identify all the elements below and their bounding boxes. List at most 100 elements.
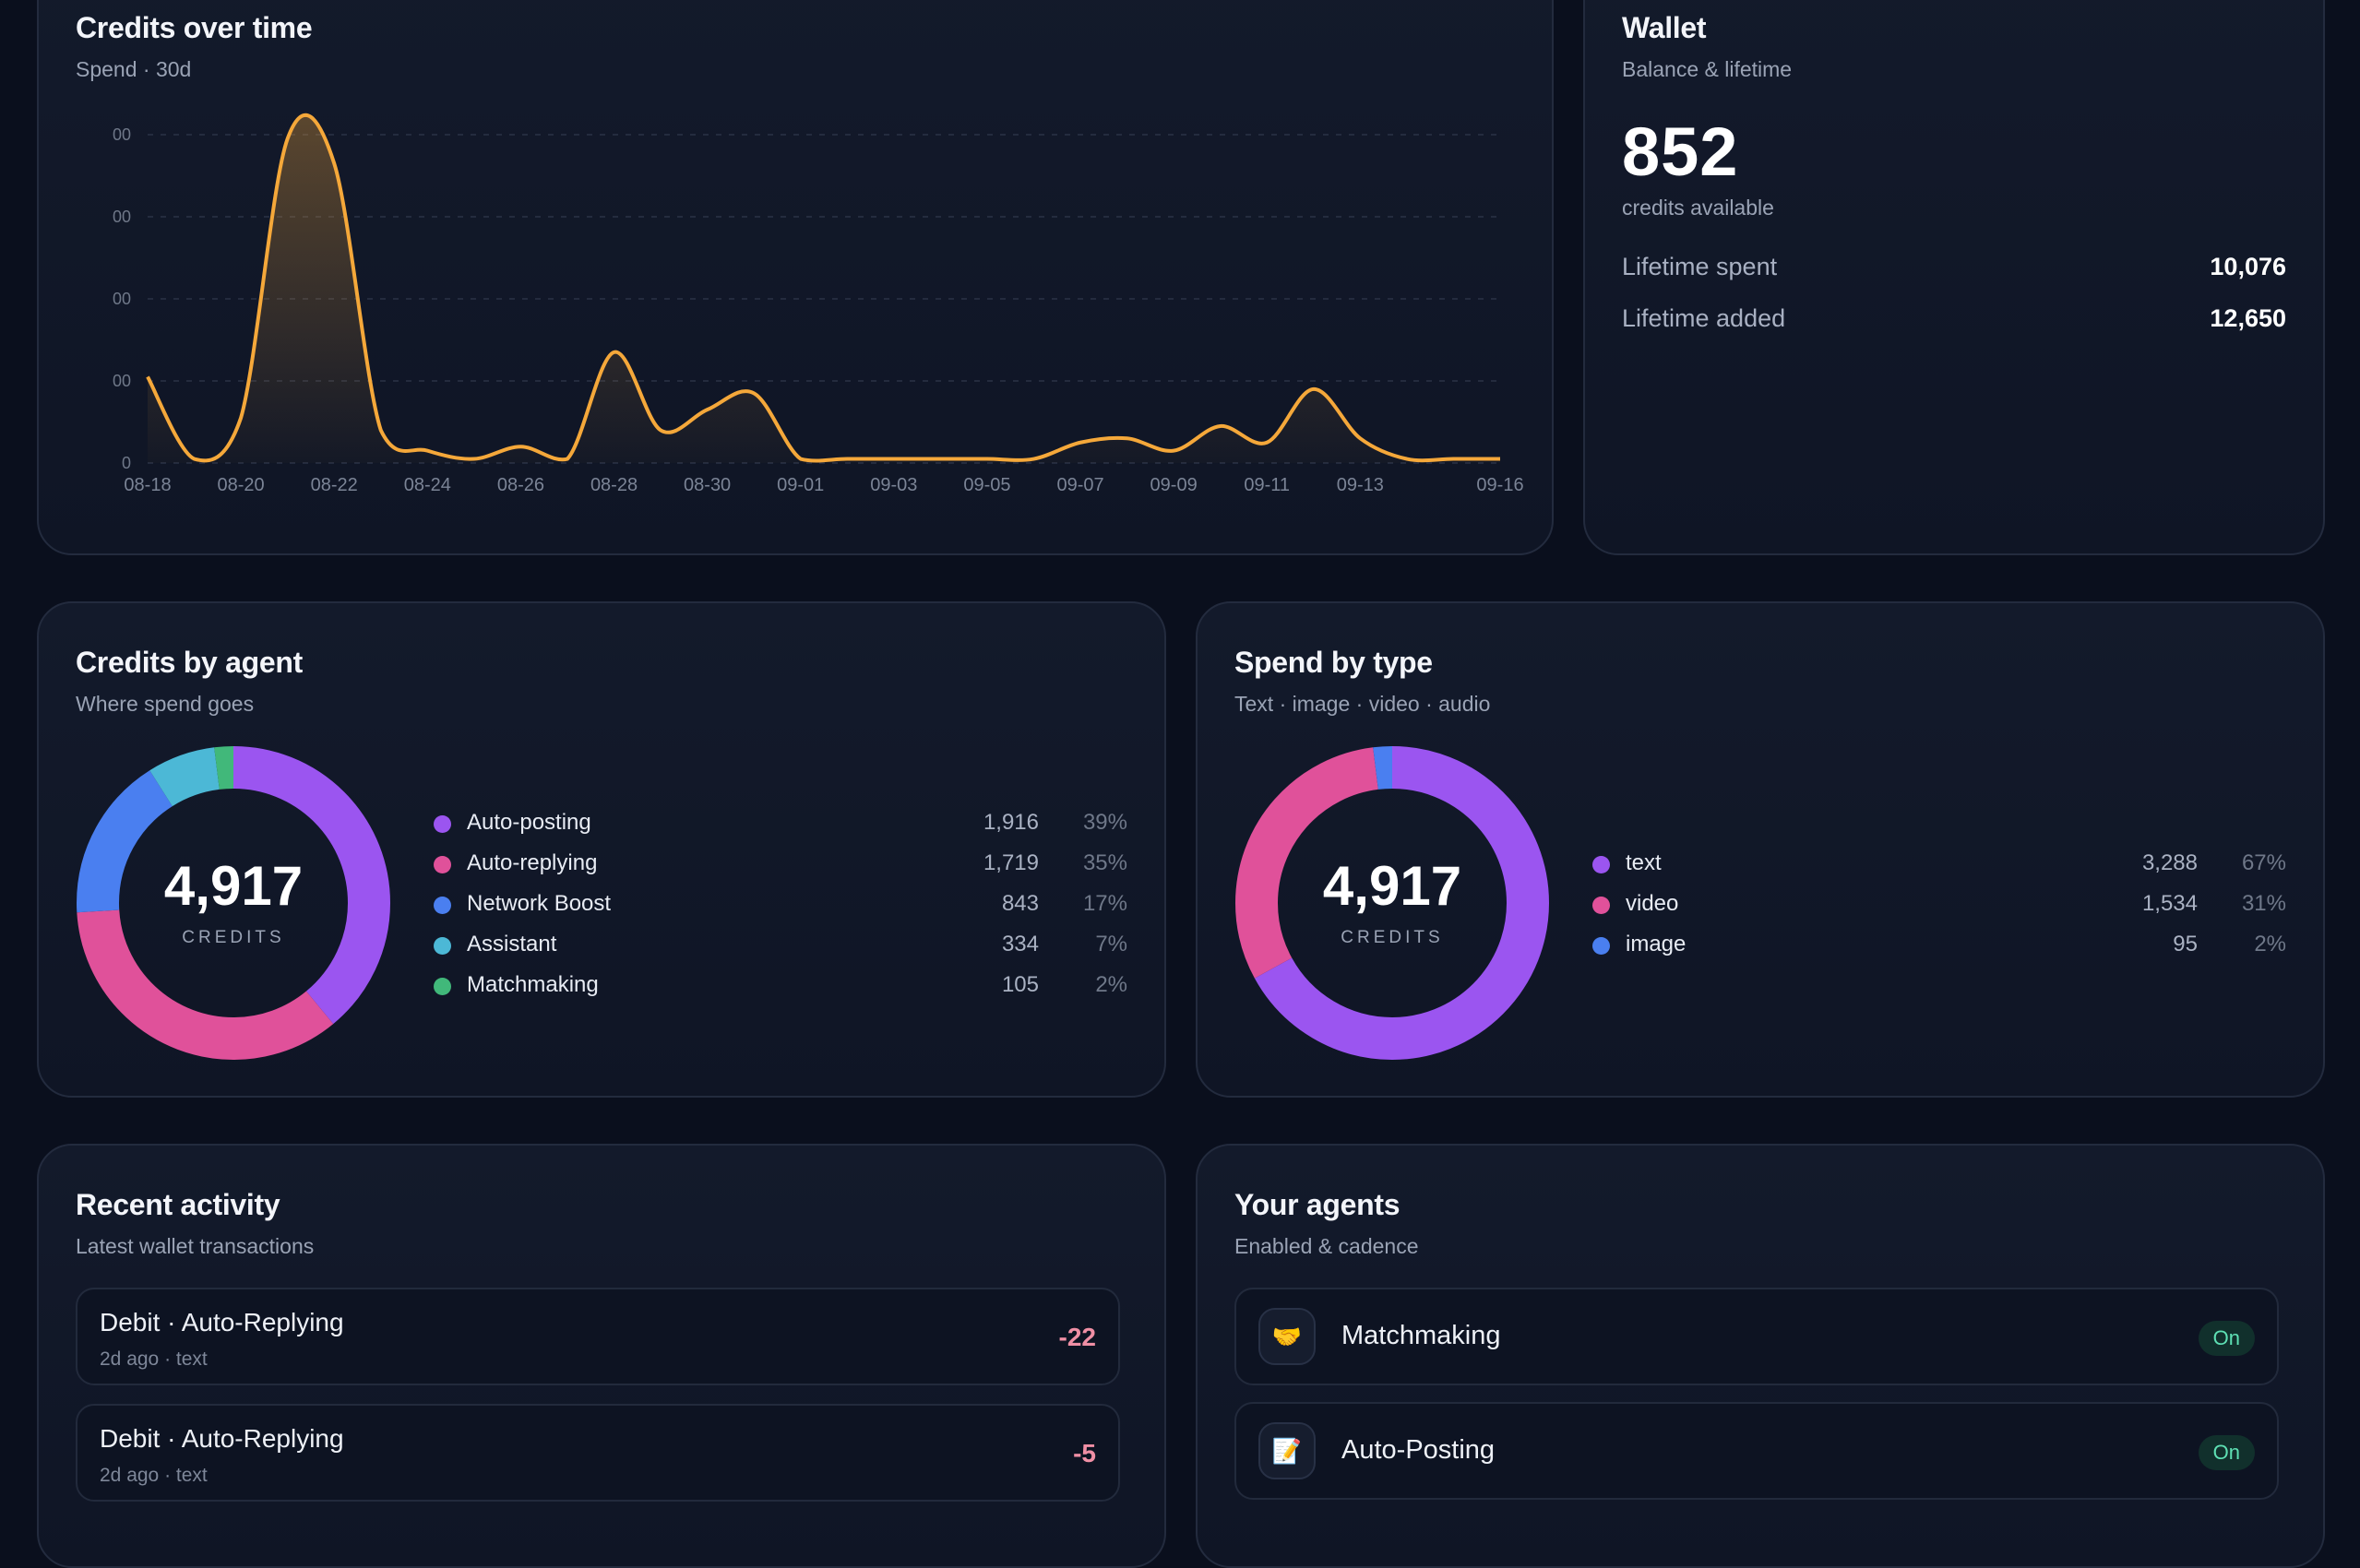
agent-name: Auto-Posting (1341, 1435, 1496, 1465)
donut-total: 4,917 (1322, 855, 1462, 917)
card-title: Spend by type (1234, 646, 1433, 679)
legend-dot (434, 978, 451, 995)
wallet-balance-label: credits available (1622, 196, 1774, 220)
transaction-amount: -22 (1058, 1323, 1096, 1351)
card-title: Your agents (1234, 1188, 1401, 1221)
legend-item[interactable]: Network Boost 843 17% (434, 889, 1127, 930)
transaction-meta: 2d ago · text (100, 1465, 208, 1486)
legend-percent: 17% (1082, 891, 1127, 916)
card-subtitle: Enabled & cadence (1234, 1234, 1419, 1258)
lifetime-added-row: Lifetime added 12,650 (1622, 304, 2286, 341)
legend-item[interactable]: text 3,288 67% (1592, 849, 2286, 889)
type-legend: text 3,288 67% video 1,534 31% image 95 … (1592, 849, 2286, 970)
legend-item[interactable]: Auto-posting 1,916 39% (434, 808, 1127, 849)
y-tick-label: 0 (122, 454, 131, 472)
legend-dot (434, 815, 451, 833)
x-tick-label: 09-09 (1150, 475, 1198, 495)
lifetime-added-label: Lifetime added (1622, 304, 1786, 332)
x-tick-label: 08-22 (311, 475, 358, 495)
legend-name: Matchmaking (467, 972, 599, 997)
donut-slice-video[interactable] (1235, 746, 1549, 1060)
legend-value: 3,288 (2141, 850, 2198, 875)
agent-donut-chart[interactable] (76, 745, 391, 1061)
legend-item[interactable]: Assistant 334 7% (434, 930, 1127, 970)
legend-value: 334 (1001, 932, 1039, 956)
agent-status-badge[interactable]: On (2198, 1321, 2255, 1356)
donut-slice-image[interactable] (1235, 746, 1549, 1060)
legend-value: 1,719 (983, 850, 1039, 875)
lifetime-spent-row: Lifetime spent 10,076 (1622, 253, 2286, 290)
legend-value: 1,916 (983, 810, 1039, 835)
transaction-item[interactable]: Debit · Auto-Replying 2d ago · text -22 (76, 1288, 1120, 1385)
legend-name: Network Boost (467, 891, 612, 916)
legend-dot (1592, 897, 1610, 914)
donut-total: 4,917 (163, 855, 304, 917)
legend-percent: 2% (1095, 972, 1127, 997)
agent-name: Matchmaking (1341, 1321, 1501, 1350)
wallet-balance: 852 (1622, 113, 1739, 190)
your-agents-card: Your agents Enabled & cadence 🤝 Matchmak… (1196, 1144, 2325, 1568)
legend-percent: 67% (2241, 850, 2286, 875)
recent-activity-card: Recent activity Latest wallet transactio… (37, 1144, 1166, 1568)
donut-slice-network-boost[interactable] (77, 746, 390, 1060)
y-tick-label: 00 (113, 372, 131, 390)
credits-line (146, 113, 1500, 463)
lifetime-spent-label: Lifetime spent (1622, 253, 1778, 280)
x-tick-label: 08-30 (684, 475, 731, 495)
card-title: Credits by agent (76, 646, 303, 679)
credits-over-time-card: Credits over time Spend · 30d 0 00 00 00 00 0… (37, 0, 1554, 555)
type-donut-chart[interactable] (1234, 745, 1550, 1061)
legend-value: 95 (2173, 932, 2198, 956)
y-tick-label: 00 (113, 290, 131, 308)
legend-item[interactable]: Auto-replying 1,719 35% (434, 849, 1127, 889)
legend-value: 1,534 (2141, 891, 2198, 916)
legend-value: 843 (1001, 891, 1039, 916)
wallet-card: Wallet Balance & lifetime 852 credits av… (1583, 0, 2325, 555)
agent-item-matchmaking[interactable]: 🤝 Matchmaking On (1234, 1288, 2279, 1385)
legend-name: video (1626, 891, 1679, 916)
legend-dot (434, 937, 451, 955)
agent-item-auto-posting[interactable]: 📝 Auto-Posting On (1234, 1402, 2279, 1500)
credits-area (148, 114, 1500, 463)
donut-slice-matchmaking[interactable] (77, 746, 390, 1060)
legend-dot (434, 856, 451, 873)
legend-value: 105 (1001, 972, 1039, 997)
x-tick-label: 08-28 (590, 475, 638, 495)
legend-name: Auto-replying (467, 850, 598, 875)
legend-name: Auto-posting (467, 810, 591, 835)
legend-item[interactable]: Matchmaking 105 2% (434, 970, 1127, 1011)
transaction-item[interactable]: Debit · Auto-Replying 2d ago · text -5 (76, 1404, 1120, 1502)
card-subtitle: Spend · 30d (76, 57, 192, 81)
x-tick-label: 08-24 (404, 475, 451, 495)
legend-name: text (1626, 850, 1662, 875)
x-tick-label: 08-26 (497, 475, 544, 495)
transaction-meta: 2d ago · text (100, 1348, 208, 1370)
legend-percent: 7% (1095, 932, 1127, 956)
legend-dot (1592, 856, 1610, 873)
donut-total-label: CREDITS (182, 928, 285, 947)
card-title: Recent activity (76, 1188, 280, 1221)
y-tick-label: 00 (113, 208, 131, 226)
agent-status-badge[interactable]: On (2198, 1435, 2255, 1470)
card-subtitle: Balance & lifetime (1622, 57, 1793, 81)
legend-percent: 35% (1082, 850, 1127, 875)
y-tick-label: 00 (113, 125, 131, 144)
credits-by-agent-card: Credits by agent Where spend goes 4,917 … (37, 601, 1166, 1098)
x-tick-label: 09-03 (870, 475, 917, 495)
legend-dot (434, 897, 451, 914)
handshake-icon: 🤝 (1258, 1308, 1316, 1365)
card-subtitle: Where spend goes (76, 692, 255, 716)
transaction-amount: -5 (1073, 1439, 1096, 1467)
memo-icon: 📝 (1258, 1422, 1316, 1479)
legend-dot (1592, 937, 1610, 955)
agent-legend: Auto-posting 1,916 39% Auto-replying 1,7… (434, 808, 1127, 1011)
card-subtitle: Text · image · video · audio (1234, 692, 1491, 716)
card-title: Credits over time (76, 11, 313, 44)
card-title: Wallet (1622, 11, 1707, 44)
legend-item[interactable]: image 95 2% (1592, 930, 2286, 970)
legend-item[interactable]: video 1,534 31% (1592, 889, 2286, 930)
donut-total-label: CREDITS (1341, 928, 1444, 947)
donut-slice-auto-replying[interactable] (77, 746, 390, 1060)
transaction-title: Debit · Auto-Replying (100, 1424, 344, 1453)
